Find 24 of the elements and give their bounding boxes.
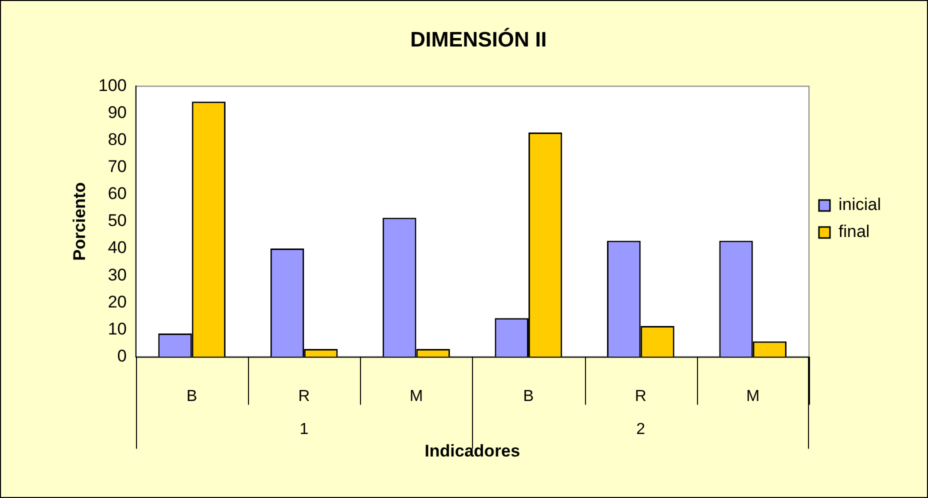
y-axis-title: Porciento — [70, 182, 89, 261]
y-tick-label: 60 — [108, 184, 127, 204]
y-tick-label: 100 — [98, 76, 127, 95]
y-tick-label: 10 — [108, 319, 127, 338]
x-tick-label: M — [410, 388, 423, 405]
x-tick-label: B — [186, 388, 198, 405]
text: 1 — [300, 421, 309, 438]
text: 2 — [636, 421, 646, 438]
x-tick-label: M — [746, 388, 760, 405]
x-tick-label: R — [298, 388, 310, 405]
y-tick-label: 30 — [108, 265, 127, 284]
x-tick-label: R — [634, 388, 646, 405]
legend-label: inicial — [838, 195, 882, 214]
y-tick-label: 20 — [108, 292, 127, 312]
x-tick-label: B — [523, 388, 534, 405]
y-tick-label: 90 — [108, 102, 127, 122]
y-tick-label: 50 — [108, 211, 127, 230]
legend-label: final — [838, 222, 870, 242]
x-axis-title: Indicadores — [424, 441, 520, 460]
y-tick-label: 80 — [108, 130, 127, 150]
y-tick-label: 70 — [108, 157, 127, 176]
chart-title: DIMENSIÓN II — [410, 27, 547, 52]
y-tick-label: 0 — [117, 346, 127, 366]
y-tick-label: 40 — [108, 238, 127, 258]
